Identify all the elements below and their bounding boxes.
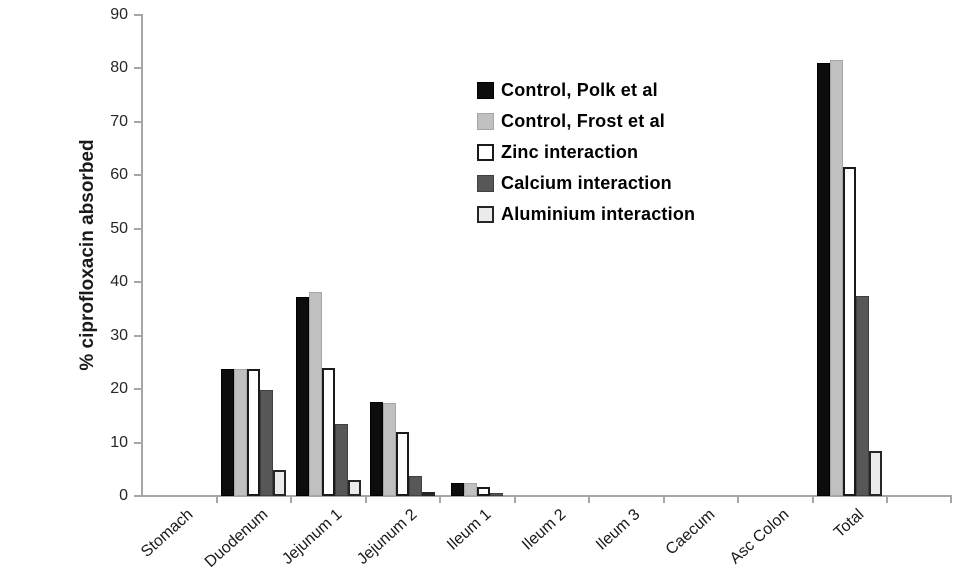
x-tick-mark xyxy=(737,497,739,503)
y-tick-label: 60 xyxy=(110,166,128,184)
y-tick-label: 80 xyxy=(110,59,128,77)
legend-label: Zinc interaction xyxy=(501,141,639,162)
legend-swatch-icon xyxy=(477,81,494,99)
legend-swatch-icon xyxy=(477,205,494,223)
y-tick-mark xyxy=(134,388,142,391)
bar xyxy=(396,432,410,496)
x-tick-mark xyxy=(886,497,888,503)
bar xyxy=(464,483,478,496)
x-tick-mark xyxy=(513,497,516,503)
bar xyxy=(409,476,423,496)
y-tick-mark xyxy=(134,67,142,70)
bar xyxy=(334,424,348,496)
y-tick-mark xyxy=(134,174,142,177)
legend-swatch-icon xyxy=(477,174,494,192)
bar xyxy=(247,369,261,496)
y-axis-line xyxy=(141,14,143,497)
x-tick-mark xyxy=(588,497,590,503)
x-tick-mark xyxy=(364,497,367,503)
legend-label: Control, Polk et al xyxy=(501,79,658,100)
bar xyxy=(260,390,274,496)
bar-group-duodenum xyxy=(217,369,292,496)
bar xyxy=(321,368,335,496)
legend: Control, Polk et al Control, Frost et al Z… xyxy=(477,79,696,236)
x-tick-mark xyxy=(811,497,814,503)
bar xyxy=(221,369,235,496)
bar xyxy=(869,451,883,496)
legend-label: Aluminium interaction xyxy=(501,203,696,224)
y-tick-label: 90 xyxy=(110,6,128,23)
y-tick-label: 0 xyxy=(119,487,128,504)
x-tick-mark xyxy=(290,497,292,503)
bar xyxy=(451,483,465,496)
x-axis-line xyxy=(141,495,952,497)
bar-group-ileum-1 xyxy=(440,483,515,496)
bar xyxy=(273,470,287,496)
bar xyxy=(295,297,309,496)
bar xyxy=(422,492,436,496)
y-tick-label: 70 xyxy=(110,112,128,130)
bar xyxy=(830,60,844,496)
legend-item: Aluminium interaction xyxy=(477,203,696,224)
x-tick-mark xyxy=(215,497,218,503)
bar xyxy=(308,292,322,496)
y-tick-mark xyxy=(134,281,142,284)
legend-item: Control, Polk et al xyxy=(477,79,695,100)
y-tick-mark xyxy=(134,120,142,123)
y-tick-mark xyxy=(134,495,142,497)
legend-item: Calcium interaction xyxy=(477,172,695,193)
legend-label: Control, Frost et al xyxy=(501,110,666,131)
y-tick-label: 20 xyxy=(110,380,128,398)
legend-item: Zinc interaction xyxy=(477,141,695,162)
y-tick-mark xyxy=(134,441,142,444)
x-tick-mark xyxy=(662,497,665,503)
bar xyxy=(817,63,831,496)
bar xyxy=(370,402,384,496)
bar xyxy=(234,369,248,496)
legend-item: Control, Frost et al xyxy=(477,110,695,131)
bar xyxy=(477,487,491,496)
y-tick-label: 10 xyxy=(110,433,128,451)
y-tick-label: 50 xyxy=(110,219,128,237)
bar xyxy=(490,493,504,496)
y-tick-mark xyxy=(134,227,142,230)
x-tick-mark xyxy=(439,497,441,503)
legend-swatch-icon xyxy=(477,143,494,161)
y-tick-mark xyxy=(134,14,142,16)
y-axis-title: % ciprofloxacin absorbed xyxy=(77,139,98,371)
bar xyxy=(347,480,361,496)
legend-swatch-icon xyxy=(477,112,494,130)
bar-group-jejunum-2 xyxy=(366,402,441,496)
legend-label: Calcium interaction xyxy=(501,172,672,193)
bar-group-total xyxy=(813,60,888,496)
y-tick-mark xyxy=(134,334,142,337)
y-tick-label: 40 xyxy=(110,273,128,291)
x-axis-label: Stomach xyxy=(138,506,197,561)
x-axis-end-tick xyxy=(950,495,952,503)
y-tick-label: 30 xyxy=(110,326,128,344)
bar xyxy=(383,403,397,496)
bar xyxy=(856,296,870,496)
bar xyxy=(843,167,857,496)
bar-group-jejunum-1 xyxy=(291,292,366,496)
